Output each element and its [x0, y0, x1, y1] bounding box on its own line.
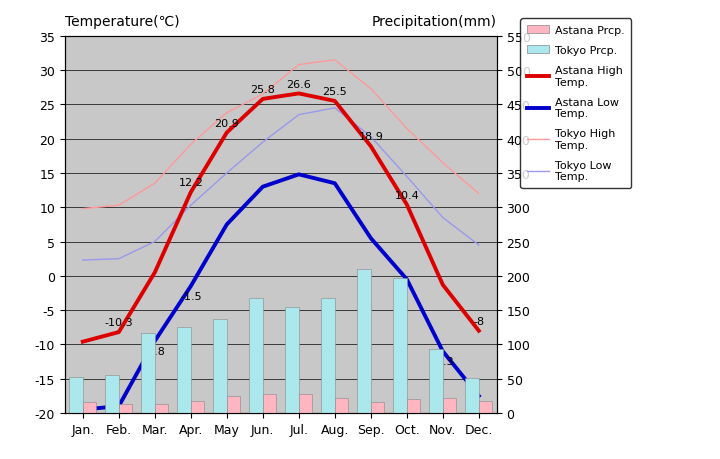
- Text: 12.2: 12.2: [179, 178, 203, 188]
- Bar: [357, 269, 371, 413]
- Text: 25.5: 25.5: [323, 87, 347, 97]
- Text: Precipitation(mm): Precipitation(mm): [372, 15, 497, 29]
- Text: 25.8: 25.8: [251, 85, 275, 95]
- Bar: [191, 401, 204, 413]
- Bar: [213, 319, 227, 413]
- Bar: [285, 308, 299, 413]
- Bar: [429, 349, 443, 413]
- Bar: [335, 398, 348, 413]
- Text: 18.9: 18.9: [359, 132, 383, 142]
- Bar: [249, 299, 263, 413]
- Text: -10.3: -10.3: [104, 318, 133, 328]
- Bar: [407, 399, 420, 413]
- Bar: [83, 402, 96, 413]
- Bar: [105, 375, 119, 413]
- Bar: [321, 298, 335, 413]
- Bar: [227, 396, 240, 413]
- Bar: [177, 328, 191, 413]
- Bar: [443, 398, 456, 413]
- Bar: [371, 402, 384, 413]
- Bar: [393, 278, 407, 413]
- Text: -8.8: -8.8: [144, 346, 166, 356]
- Bar: [465, 378, 479, 413]
- Legend: Astana Prcp., Tokyo Prcp., Astana High
Temp., Astana Low
Temp., Tokyo High
Temp.: Astana Prcp., Tokyo Prcp., Astana High T…: [521, 19, 631, 189]
- Text: -1.3: -1.3: [432, 356, 454, 366]
- Bar: [69, 377, 83, 413]
- Bar: [263, 395, 276, 413]
- Bar: [299, 395, 312, 413]
- Bar: [155, 404, 168, 413]
- Text: Temperature(℃): Temperature(℃): [65, 15, 179, 29]
- Bar: [141, 333, 155, 413]
- Text: 26.6: 26.6: [287, 79, 311, 90]
- Text: -1.5: -1.5: [180, 291, 202, 301]
- Bar: [119, 404, 132, 413]
- Bar: [479, 401, 492, 413]
- Text: 20.9: 20.9: [215, 118, 239, 129]
- Text: 10.4: 10.4: [395, 190, 419, 200]
- Text: -8: -8: [473, 316, 485, 326]
